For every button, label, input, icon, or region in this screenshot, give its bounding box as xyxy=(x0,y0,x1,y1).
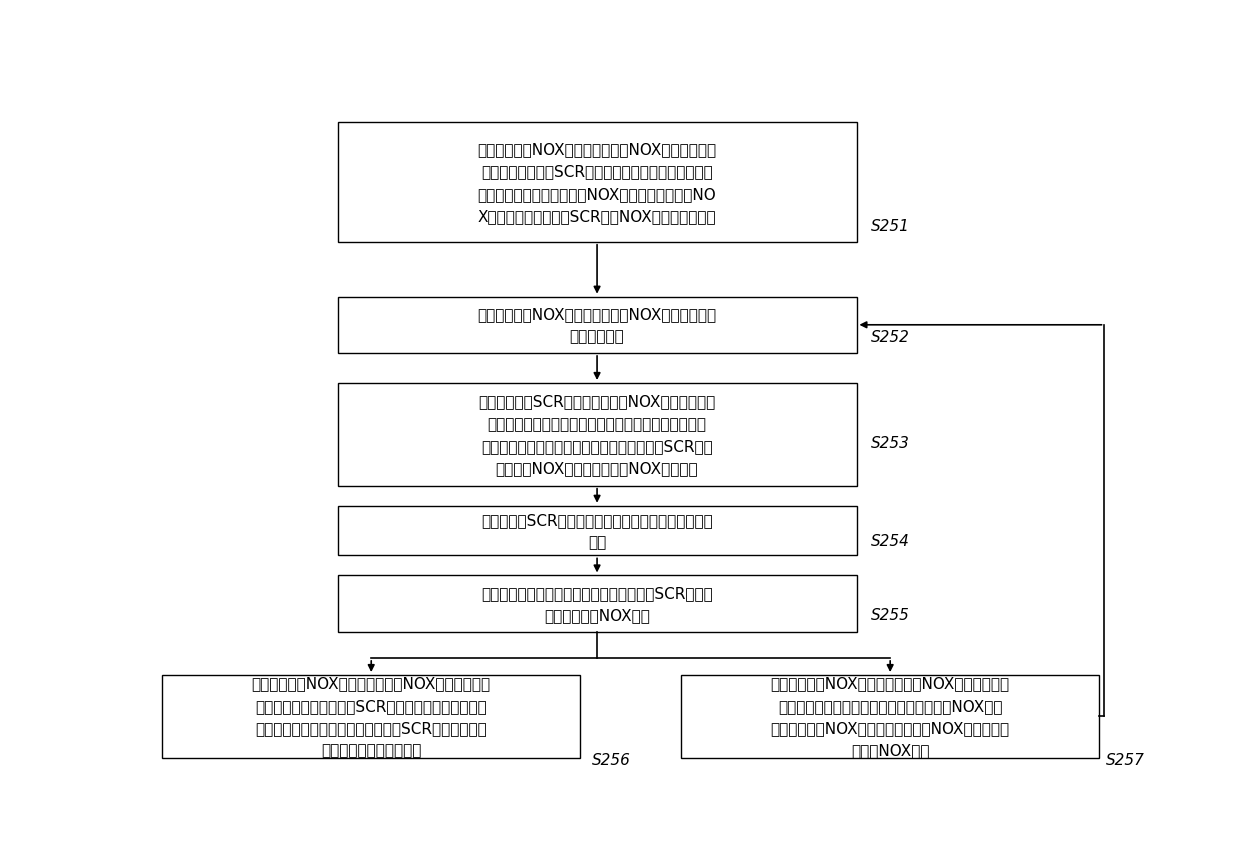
Text: 基于所述第三NOX浓度和所述第二NOX浓度，得到当
前的补偿因子: 基于所述第三NOX浓度和所述第二NOX浓度，得到当 前的补偿因子 xyxy=(477,307,717,344)
FancyBboxPatch shape xyxy=(337,506,857,556)
Text: S251: S251 xyxy=(870,219,910,233)
Text: 将所述第一SCR箱的还原剂的喷射量调整为所述第二喷
射量: 将所述第一SCR箱的还原剂的喷射量调整为所述第二喷 射量 xyxy=(481,512,713,549)
Text: S257: S257 xyxy=(1106,753,1146,767)
Text: 如果所述第四NOX浓度和所述第二NOX浓度的差值绝
对值小于或等于所述第一SCR箱所属发动机当前工况对
应的最大差值绝对值，维持所述第一SCR箱的还原剂的
喷射: 如果所述第四NOX浓度和所述第二NOX浓度的差值绝 对值小于或等于所述第一SCR… xyxy=(252,676,491,758)
FancyBboxPatch shape xyxy=(162,675,580,758)
Text: 如果所述第四NOX浓度和所述第二NOX浓度的差值绝
对值大于所述最大差值绝对值，但所述第四NOX浓度
小于所述第一NOX浓度，将所述第四NOX浓度作为所
述第三: 如果所述第四NOX浓度和所述第二NOX浓度的差值绝 对值大于所述最大差值绝对值，… xyxy=(770,676,1009,758)
Text: S255: S255 xyxy=(870,608,910,623)
FancyBboxPatch shape xyxy=(681,675,1099,758)
Text: S252: S252 xyxy=(870,329,910,344)
Text: 基于所述第一SCR箱排放所述第一NOX浓度时还原剂
的喷射量、当前的补偿因子和之前的补偿因子，得到第
二喷射量，所述之前的补偿因子基于所述第一SCR箱之
前的第: 基于所述第一SCR箱排放所述第一NOX浓度时还原剂 的喷射量、当前的补偿因子和之… xyxy=(479,394,715,475)
Text: 获得在第二喷射量的还原剂作用下所述第一SCR箱的出
口位置的第四NOX浓度: 获得在第二喷射量的还原剂作用下所述第一SCR箱的出 口位置的第四NOX浓度 xyxy=(481,585,713,623)
Text: S254: S254 xyxy=(870,533,910,548)
Text: S253: S253 xyxy=(870,436,910,450)
FancyBboxPatch shape xyxy=(337,297,857,354)
FancyBboxPatch shape xyxy=(337,123,857,243)
Text: 如果所述第三NOX浓度与所述第二NOX浓度的差值绝
对值大于所述第一SCR箱所属发动机当前工况对应的最
大差值绝对值，但所述第三NOX浓度小于所述第一NO
X浓: 如果所述第三NOX浓度与所述第二NOX浓度的差值绝 对值大于所述第一SCR箱所属… xyxy=(477,142,717,224)
Text: S256: S256 xyxy=(593,753,631,767)
FancyBboxPatch shape xyxy=(337,383,857,486)
FancyBboxPatch shape xyxy=(337,576,857,632)
